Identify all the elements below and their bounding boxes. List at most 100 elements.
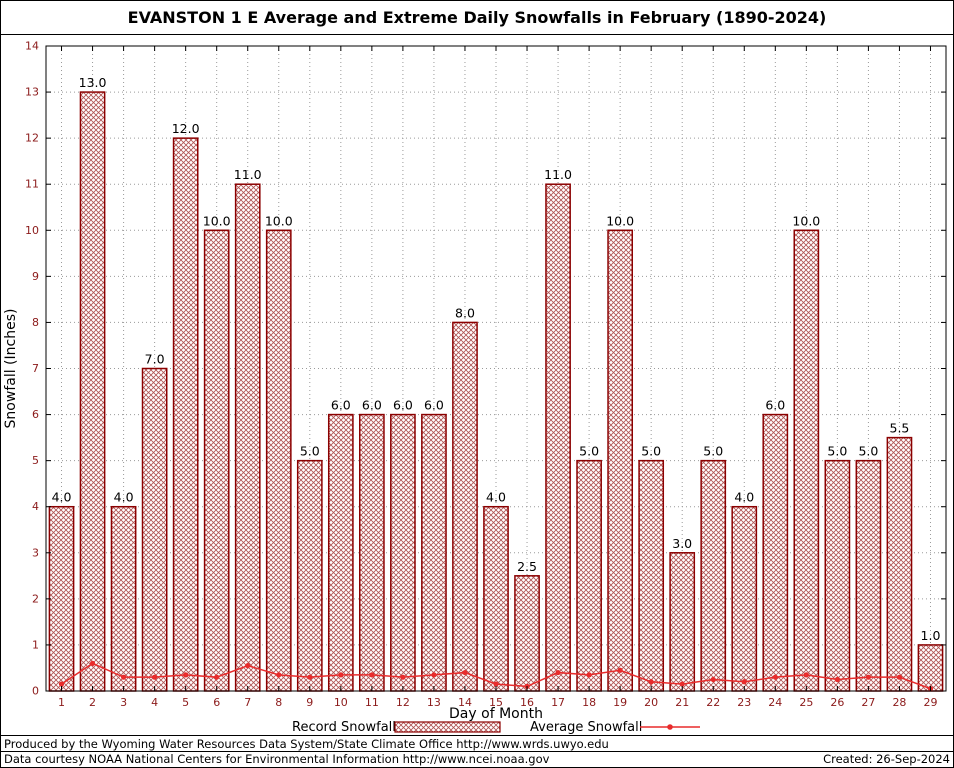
bar-day-4 — [141, 367, 168, 692]
average-snowfall-line — [58, 660, 934, 692]
average-point — [896, 674, 903, 680]
bar-day-14 — [452, 321, 478, 692]
bar-value-label: 11.0 — [234, 167, 262, 182]
legend-record-snowfall-swatch — [394, 721, 501, 733]
bar-value-label: 3.0 — [672, 536, 692, 551]
axis-ticks — [46, 45, 946, 692]
average-point — [617, 667, 623, 673]
bar-day-28 — [886, 436, 913, 692]
bar-day-6 — [203, 229, 230, 692]
x-tick-label: 4 — [151, 696, 158, 709]
x-tick-label: 21 — [675, 696, 689, 709]
x-tick-label: 29 — [923, 696, 937, 709]
average-point — [586, 672, 592, 678]
bar-value-label: 4.0 — [114, 490, 134, 505]
x-tick-label: 7 — [244, 696, 251, 709]
x-tick-label: 1 — [58, 696, 65, 709]
y-tick-label: 8 — [32, 316, 39, 329]
record-snowfall-bars: 4.0 13.0 4.0 7.0 12.0 10.0 11.0 10.0 5.0 6.0 6.0 6.… — [48, 75, 944, 692]
bar-day-24 — [762, 413, 789, 692]
y-tick-label: 7 — [32, 362, 39, 375]
y-tick-label: 14 — [25, 40, 39, 53]
x-axis-title: Day of Month — [449, 706, 543, 722]
average-point — [803, 672, 809, 678]
average-point — [338, 672, 344, 678]
bar-value-label: 7.0 — [145, 352, 165, 367]
x-tick-label: 11 — [365, 696, 379, 709]
x-tick-label: 20 — [644, 696, 658, 709]
bar-day-13 — [421, 413, 447, 692]
bar-value-label: 5.5 — [890, 421, 910, 436]
x-tick-label: 13 — [427, 696, 441, 709]
bar-value-label: 6.0 — [765, 398, 785, 413]
average-point — [245, 663, 251, 669]
y-tick-label: 5 — [32, 454, 39, 467]
footer-data-courtesy-text: Data courtesy NOAA National Centers for … — [4, 752, 550, 766]
footer-created-date: Created: 26-Sep-2024 — [823, 752, 950, 766]
average-point — [276, 672, 282, 678]
average-point — [58, 681, 65, 687]
bar-day-12 — [390, 413, 416, 692]
bar-value-label: 5.0 — [858, 444, 878, 459]
footer-produced-by-text: Produced by the Wyoming Water Resources … — [4, 736, 609, 751]
bar-day-26 — [824, 459, 851, 692]
bar-value-label: 12.0 — [172, 121, 200, 136]
average-point — [120, 674, 127, 680]
y-tick-label: 0 — [32, 685, 39, 698]
x-tick-label: 27 — [861, 696, 875, 709]
average-point — [369, 672, 375, 678]
chart-header: EVANSTON 1 E Average and Extreme Daily S… — [1, 1, 953, 35]
x-tick-label: 10 — [334, 696, 348, 709]
footer-produced-by-row: Produced by the Wyoming Water Resources … — [1, 736, 953, 751]
x-tick-label: 14 — [458, 696, 472, 709]
bar-day-23 — [731, 505, 758, 692]
legend-average-snowfall-label: Average Snowfall — [530, 720, 642, 735]
average-point — [431, 672, 437, 678]
bar-value-label: 4.0 — [52, 490, 72, 505]
y-tick-label: 2 — [32, 592, 39, 605]
bar-value-label: 6.0 — [362, 398, 382, 413]
average-point — [152, 674, 158, 680]
chart-footer: Produced by the Wyoming Water Resources … — [1, 735, 953, 766]
average-point — [462, 669, 468, 676]
x-tick-label: 19 — [613, 696, 627, 709]
bar-value-label: 10.0 — [606, 213, 634, 228]
bar-value-label: 8.0 — [455, 305, 475, 320]
bar-day-8 — [265, 229, 292, 692]
legend-record-snowfall-label: Record Snowfall — [292, 720, 396, 735]
bar-day-10 — [327, 413, 354, 692]
bar-value-label: 10.0 — [265, 213, 293, 228]
average-point — [183, 672, 189, 678]
average-point — [555, 669, 561, 676]
average-point — [214, 674, 220, 680]
y-tick-label: 3 — [32, 546, 39, 559]
y-axis-title: Snowfall (Inches) — [3, 309, 19, 429]
bar-value-label: 10.0 — [203, 213, 231, 228]
bar-value-label: 1.0 — [921, 628, 941, 643]
bar-day-22 — [700, 459, 727, 692]
bar-day-21 — [669, 552, 696, 692]
bar-day-17 — [545, 183, 571, 692]
y-tick-label: 10 — [25, 224, 39, 237]
x-tick-label: 24 — [768, 696, 782, 709]
snowfall-bar-chart: 4.0 1 3.0 4.0 7.0 12.0 10.0 11.0 10.0 5.0 6.0 6.0 6.… — [3, 40, 947, 735]
bar-value-label: 6.0 — [331, 398, 351, 413]
average-point — [493, 681, 499, 687]
average-point — [865, 674, 872, 680]
bar-value-label: 5.0 — [827, 444, 847, 459]
average-point — [710, 676, 716, 683]
legend: Record Snowfall Average Snowfall — [292, 720, 700, 735]
bar-value-label: 5.0 — [703, 444, 723, 459]
x-tick-label: 17 — [551, 696, 565, 709]
bar-value-label: 2.5 — [517, 559, 537, 574]
x-tick-label: 28 — [892, 696, 906, 709]
average-point — [648, 679, 654, 685]
bar-value-label: 5.0 — [641, 444, 661, 459]
bar-value-label: 4.0 — [486, 490, 506, 505]
bar-value-label: 11.0 — [544, 167, 572, 182]
bar-value-label: 6.0 — [424, 398, 444, 413]
x-tick-label: 9 — [306, 696, 313, 709]
bar-day-9 — [296, 459, 323, 692]
